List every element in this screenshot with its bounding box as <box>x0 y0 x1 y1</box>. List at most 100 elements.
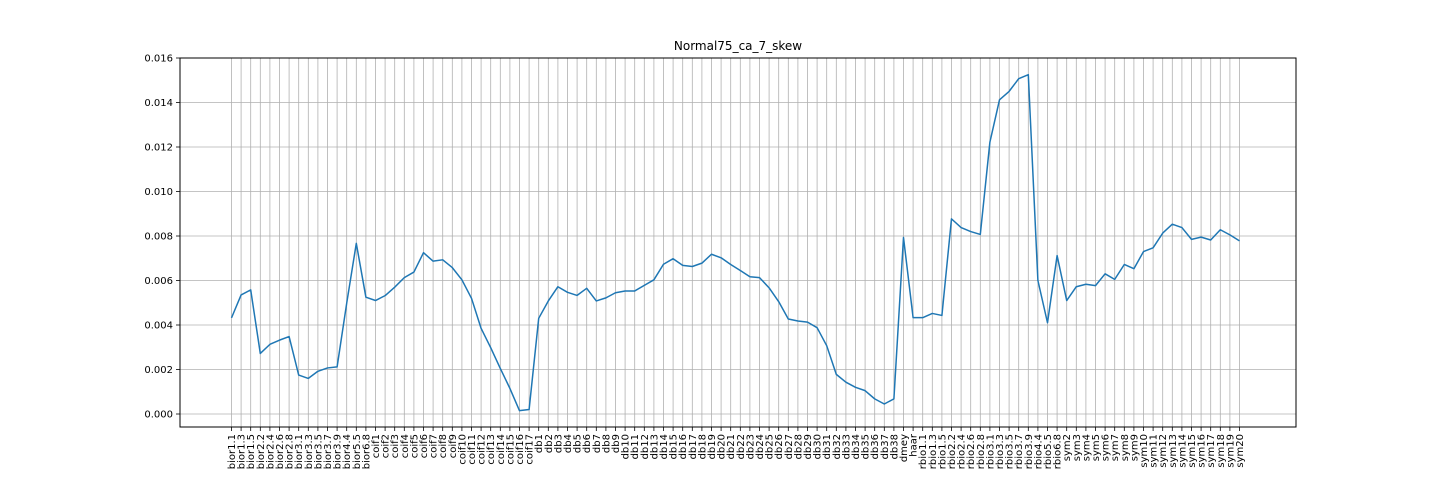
y-tick-label: 0.014 <box>144 98 173 109</box>
x-tick-label: sym17 <box>1206 434 1217 468</box>
series-layer <box>230 73 1240 412</box>
x-tick-label: db33 <box>841 434 852 459</box>
x-tick-label: db15 <box>669 434 680 459</box>
x-tick-label: db38 <box>889 434 900 459</box>
x-tick-label: bior5.5 <box>352 434 363 469</box>
x-tick-label: sym8 <box>1120 434 1131 461</box>
x-tick-label: coif8 <box>438 434 449 458</box>
x-tick-label: coif13 <box>486 434 497 465</box>
x-tick-label: bior1.1 <box>227 434 238 469</box>
x-tick-label: bior2.6 <box>275 434 286 469</box>
x-tick-label: bior2.4 <box>265 434 276 469</box>
x-tick-label: bior3.7 <box>323 434 334 469</box>
x-tick-label: sym7 <box>1110 434 1121 461</box>
y-tick-label: 0.006 <box>144 276 173 287</box>
x-tick-label: bior6.8 <box>361 434 372 469</box>
x-tick-label: sym14 <box>1177 434 1188 468</box>
plot-area-frame <box>179 57 1297 428</box>
x-tick-label: bior1.3 <box>237 434 248 469</box>
y-tick-label: 0.002 <box>144 365 173 376</box>
x-tick-label: db31 <box>822 434 833 459</box>
x-tick-label: coif10 <box>457 434 468 465</box>
x-tick-label: sym19 <box>1225 434 1236 468</box>
y-tick-label: 0.004 <box>144 321 173 332</box>
x-tick-label: sym15 <box>1187 434 1198 468</box>
x-tick-label: dmey <box>899 434 910 462</box>
y-tick-label: 0.016 <box>144 54 173 65</box>
chart-title: Normal75_ca_7_skew <box>674 39 802 53</box>
x-tick-label: sym5 <box>1091 434 1102 461</box>
x-tick-label: db1 <box>534 434 545 453</box>
x-tick-label: db24 <box>755 434 766 459</box>
grid-layer <box>180 57 1296 427</box>
x-tick-label: sym16 <box>1197 434 1208 468</box>
x-tick-label: coif5 <box>409 434 420 458</box>
x-tick-label: db11 <box>630 434 641 459</box>
x-tick-label: rbio2.8 <box>976 434 987 469</box>
x-tick-label: bior3.1 <box>294 434 305 469</box>
x-tick-label: db27 <box>784 434 795 459</box>
x-tick-label: db34 <box>851 434 862 459</box>
series-line <box>230 73 1240 412</box>
x-tick-label: db23 <box>745 434 756 459</box>
x-tick-label: sym18 <box>1216 434 1227 468</box>
x-tick-label: db32 <box>832 434 843 459</box>
x-tick-label: coif7 <box>429 434 440 458</box>
x-tick-label: sym3 <box>1072 434 1083 461</box>
y-tick-label: 0.012 <box>144 143 173 154</box>
y-tick-label: 0.010 <box>144 187 173 198</box>
x-tick-label: db22 <box>736 434 747 459</box>
x-tick-label: db16 <box>678 434 689 459</box>
x-tick-label: db18 <box>697 434 708 459</box>
x-tick-label: db14 <box>659 434 670 459</box>
x-tick-label: db17 <box>688 434 699 459</box>
x-tick-label: db30 <box>813 434 824 459</box>
x-tick-label: sym10 <box>1139 434 1150 468</box>
x-tick-label: bior4.4 <box>342 434 353 469</box>
y-tick-label: 0.000 <box>144 410 173 421</box>
x-tick-label: bior3.9 <box>333 434 344 469</box>
x-tick-label: db19 <box>707 434 718 459</box>
x-tick-label: db12 <box>640 434 651 459</box>
x-tick-label: coif12 <box>477 434 488 465</box>
x-tick-label: db26 <box>774 434 785 459</box>
x-tick-label: db36 <box>870 434 881 459</box>
x-tick-label: db4 <box>563 434 574 453</box>
x-tick-label: db21 <box>726 434 737 459</box>
x-tick-label: db10 <box>621 434 632 459</box>
x-tick-label: bior3.5 <box>313 434 324 469</box>
x-tick-label: rbio2.2 <box>947 434 958 469</box>
x-tick-label: coif15 <box>505 434 516 465</box>
x-tick-label: rbio2.6 <box>966 434 977 469</box>
x-tick-label: db5 <box>573 434 584 453</box>
x-tick-label: coif4 <box>400 434 411 458</box>
x-tick-label: rbio5.5 <box>1043 434 1054 469</box>
x-tick-label: sym11 <box>1149 434 1160 468</box>
x-tick-label: db7 <box>592 434 603 453</box>
x-tick-label: coif9 <box>448 434 459 458</box>
x-tick-label: coif14 <box>496 434 507 465</box>
x-tick-label: sym9 <box>1129 434 1140 461</box>
x-tick-label: sym4 <box>1081 434 1092 461</box>
x-tick-label: rbio6.8 <box>1053 434 1064 469</box>
x-tick-label: sym13 <box>1168 434 1179 468</box>
x-tick-label: db28 <box>793 434 804 459</box>
x-tick-label: sym6 <box>1101 434 1112 461</box>
x-tick-label: rbio3.3 <box>995 434 1006 469</box>
x-tick-label: coif17 <box>525 434 536 465</box>
y-tick-label: 0.008 <box>144 232 173 243</box>
x-tick-label: bior1.5 <box>246 434 257 469</box>
x-tick-label: rbio2.4 <box>957 434 968 469</box>
x-tick-label: db3 <box>553 434 564 453</box>
x-tick-label: rbio3.5 <box>1005 434 1016 469</box>
x-tick-label: db6 <box>582 434 593 453</box>
x-tick-label: rbio3.9 <box>1024 434 1035 469</box>
x-tick-label: coif11 <box>467 434 478 465</box>
x-tick-label: rbio4.4 <box>1033 434 1044 469</box>
x-tick-label: bior3.3 <box>304 434 315 469</box>
x-tick-label: rbio1.1 <box>918 434 929 469</box>
x-tick-label: coif1 <box>371 434 382 458</box>
x-tick-label: rbio3.1 <box>985 434 996 469</box>
x-tick-label: bior2.2 <box>256 434 267 469</box>
